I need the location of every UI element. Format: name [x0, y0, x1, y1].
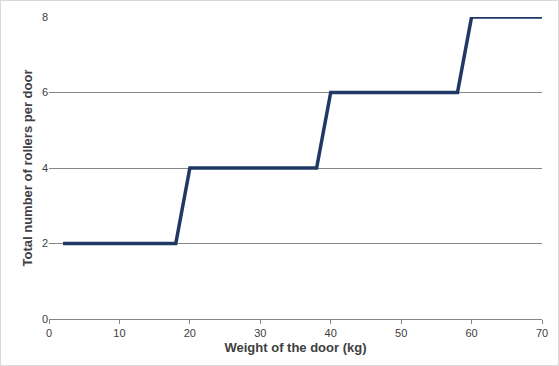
svg-text:20: 20 [184, 327, 196, 339]
svg-text:8: 8 [42, 11, 48, 23]
svg-text:2: 2 [42, 237, 48, 249]
svg-text:0: 0 [42, 313, 48, 325]
svg-text:4: 4 [42, 162, 48, 174]
svg-text:Weight of the door (kg): Weight of the door (kg) [224, 340, 366, 355]
svg-text:Total number of rollers per do: Total number of rollers per door [20, 70, 35, 267]
svg-text:40: 40 [325, 327, 337, 339]
svg-text:30: 30 [254, 327, 266, 339]
svg-text:70: 70 [536, 327, 548, 339]
svg-text:60: 60 [465, 327, 477, 339]
svg-text:6: 6 [42, 86, 48, 98]
svg-text:10: 10 [113, 327, 125, 339]
svg-text:0: 0 [46, 327, 52, 339]
svg-text:50: 50 [395, 327, 407, 339]
